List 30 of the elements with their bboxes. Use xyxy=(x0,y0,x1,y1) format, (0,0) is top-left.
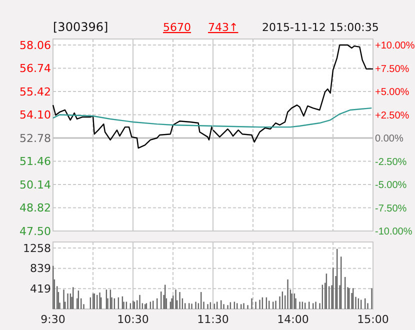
y-tick-label: 1258 xyxy=(23,242,51,255)
y-tick-label: 56.74 xyxy=(20,62,51,76)
y-tick-label: 55.42 xyxy=(20,85,51,98)
y-tick-label: 58.06 xyxy=(20,38,51,52)
y-tick-label: 47.50 xyxy=(20,224,51,238)
text: -7.50% xyxy=(375,203,407,214)
text: -2.50% xyxy=(375,156,407,168)
x-tick-label: 11:30 xyxy=(197,313,229,326)
text: 2015-11-12 15:00:35 xyxy=(262,21,379,34)
text: 0.00% xyxy=(375,134,404,144)
text: 5670 xyxy=(163,21,191,34)
x-tick-label: 9:30 xyxy=(40,313,66,326)
y-tick-label: 48.82 xyxy=(20,202,51,215)
chart-title: [300396] xyxy=(53,20,108,34)
text: +2.50% xyxy=(375,110,410,122)
x-tick-label: 10:30 xyxy=(117,313,149,326)
text: -5.00% xyxy=(375,180,407,191)
text: +7.50% xyxy=(375,64,410,75)
y-tick-label: 54.10 xyxy=(20,108,51,122)
y-tick-label: 51.46 xyxy=(20,155,51,168)
y-tick-label: 50.14 xyxy=(20,178,51,192)
y-tick-label: 839 xyxy=(30,262,51,276)
text: +10.00% xyxy=(375,40,415,52)
text: 743↑ xyxy=(208,21,238,34)
x-tick-label: 15:00 xyxy=(357,313,389,326)
y-tick-label: 419 xyxy=(30,282,51,296)
x-tick-label: 14:00 xyxy=(277,313,309,326)
text: -10.00% xyxy=(375,226,412,238)
text: +5.00% xyxy=(375,87,410,98)
y-tick-label: 52.78 xyxy=(20,132,51,145)
